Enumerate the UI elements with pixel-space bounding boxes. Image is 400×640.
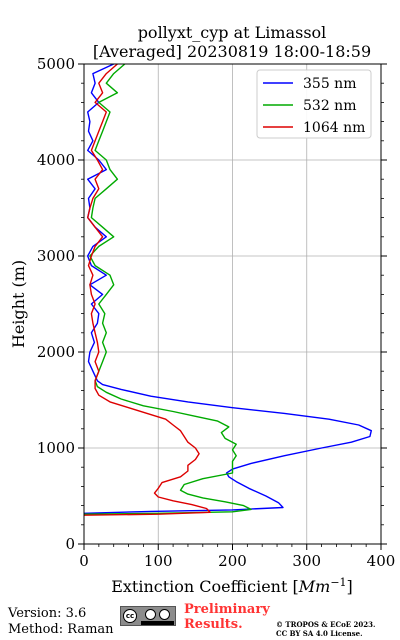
y-tick-label: 2000 [37, 343, 75, 361]
x-axis-label: Extinction Coefficient [Mm−1] [111, 576, 353, 596]
chart-subtitle: [Averaged] 20230819 18:00-18:59 [93, 42, 371, 61]
legend-label: 1064 nm [303, 120, 365, 136]
chart-title: pollyxt_cyp at Limassol [138, 23, 327, 42]
method-text: Method: Raman [8, 622, 114, 637]
y-tick-label: 4000 [37, 151, 75, 169]
legend: 355 nm 532 nm 1064 nm [256, 69, 372, 139]
x-tick-label: 300 [292, 552, 321, 570]
series-line-1064-nm [84, 64, 211, 516]
preliminary-results-note: Preliminary Results. [184, 602, 270, 632]
series-line-532-nm [84, 64, 252, 515]
version-info: Version: 3.6 Method: Raman [8, 606, 114, 638]
legend-label: 355 nm [303, 76, 356, 92]
series-lines [84, 64, 372, 516]
sa-icon [159, 609, 170, 620]
version-text: Version: 3.6 [8, 606, 87, 621]
copyright-line-1: © TROPOS & ECoE 2023. [276, 620, 376, 629]
x-tick-label: 100 [144, 552, 173, 570]
y-tick-label: 3000 [37, 247, 75, 265]
x-tick-label: 400 [367, 552, 396, 570]
by-icon [145, 609, 156, 620]
copyright-line-2: CC BY SA 4.0 License. [276, 629, 363, 638]
x-tick-label: 200 [218, 552, 247, 570]
legend-label: 532 nm [303, 98, 356, 114]
copyright-note: © TROPOS & ECoE 2023. CC BY SA 4.0 Licen… [276, 620, 375, 638]
cc-icon: cc [123, 609, 137, 623]
legend-box [256, 69, 372, 139]
preliminary-line-1: Preliminary [184, 602, 270, 617]
x-tick-label: 0 [79, 552, 89, 570]
y-tick-label: 1000 [37, 439, 75, 457]
extinction-profile-chart: pollyxt_cyp at Limassol [Averaged] 20230… [9, 23, 396, 596]
y-axis-label: Height (m) [9, 260, 28, 348]
y-tick-label: 0 [65, 535, 75, 553]
license-bar [141, 621, 174, 625]
y-tick-label: 5000 [37, 55, 75, 73]
grid [84, 64, 381, 544]
cc-license-badge: cc [120, 606, 176, 626]
preliminary-line-2: Results. [184, 617, 243, 632]
